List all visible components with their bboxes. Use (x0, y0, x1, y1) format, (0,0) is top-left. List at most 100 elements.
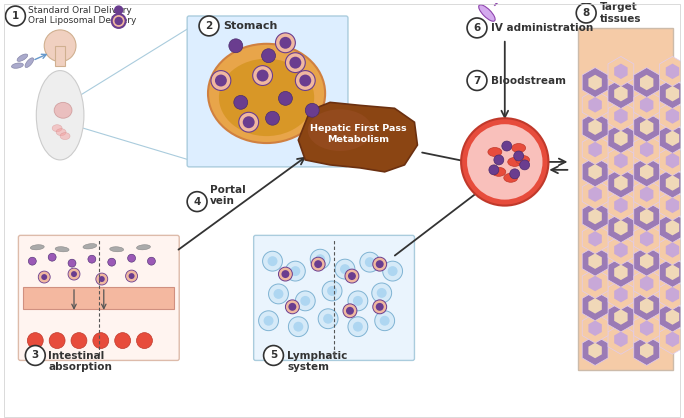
Polygon shape (666, 175, 679, 191)
Text: Stomach: Stomach (223, 21, 277, 31)
Text: 1: 1 (12, 11, 19, 21)
Circle shape (311, 249, 330, 269)
Polygon shape (659, 168, 684, 198)
Ellipse shape (52, 125, 62, 132)
Polygon shape (634, 68, 659, 97)
Circle shape (27, 333, 43, 349)
Polygon shape (659, 79, 684, 109)
Polygon shape (614, 331, 628, 347)
Polygon shape (588, 120, 602, 135)
Circle shape (285, 53, 305, 73)
Circle shape (380, 316, 390, 326)
Circle shape (269, 284, 289, 304)
Polygon shape (608, 101, 634, 131)
Polygon shape (614, 309, 628, 325)
Polygon shape (659, 235, 684, 265)
Circle shape (28, 257, 36, 265)
Polygon shape (614, 130, 628, 146)
Circle shape (502, 141, 512, 151)
Ellipse shape (60, 133, 70, 140)
Circle shape (265, 111, 280, 125)
Circle shape (148, 257, 155, 265)
Polygon shape (588, 164, 602, 180)
Polygon shape (634, 336, 659, 365)
Text: IV administration: IV administration (491, 23, 593, 33)
Circle shape (263, 346, 283, 365)
Polygon shape (614, 175, 628, 191)
Polygon shape (634, 224, 659, 254)
Ellipse shape (488, 148, 502, 156)
Circle shape (314, 260, 322, 268)
Ellipse shape (55, 247, 69, 252)
Polygon shape (634, 201, 659, 232)
Polygon shape (640, 231, 653, 247)
Polygon shape (588, 343, 602, 358)
Circle shape (263, 316, 274, 326)
FancyBboxPatch shape (18, 235, 179, 360)
Circle shape (293, 322, 303, 331)
Polygon shape (666, 220, 679, 235)
Circle shape (489, 165, 499, 175)
Text: Standard Oral Delivery: Standard Oral Delivery (28, 5, 132, 15)
Polygon shape (582, 269, 608, 298)
Circle shape (129, 273, 135, 279)
Text: Target
tissues: Target tissues (600, 2, 642, 24)
Circle shape (343, 304, 357, 318)
Polygon shape (608, 324, 634, 354)
Polygon shape (634, 90, 659, 120)
Polygon shape (582, 246, 608, 276)
Polygon shape (666, 153, 679, 168)
Circle shape (377, 288, 386, 298)
Text: 8: 8 (583, 8, 590, 18)
Ellipse shape (492, 167, 505, 176)
Text: Lymphatic
system: Lymphatic system (287, 351, 347, 372)
Circle shape (187, 192, 207, 212)
Ellipse shape (12, 63, 23, 68)
Circle shape (285, 300, 300, 314)
Circle shape (137, 333, 153, 349)
Circle shape (252, 66, 272, 86)
Circle shape (93, 333, 109, 349)
Circle shape (276, 33, 295, 53)
Polygon shape (659, 56, 684, 86)
Ellipse shape (219, 59, 314, 136)
Polygon shape (298, 102, 417, 172)
Circle shape (295, 71, 315, 90)
Polygon shape (582, 68, 608, 97)
Polygon shape (659, 213, 684, 242)
Circle shape (259, 311, 278, 331)
Circle shape (115, 6, 122, 14)
Ellipse shape (109, 247, 124, 252)
Polygon shape (588, 276, 602, 291)
Circle shape (211, 71, 231, 90)
Ellipse shape (208, 44, 325, 143)
Circle shape (323, 314, 333, 324)
Polygon shape (666, 108, 679, 124)
Circle shape (376, 303, 384, 311)
Circle shape (267, 256, 278, 266)
Circle shape (229, 39, 243, 53)
Polygon shape (614, 153, 628, 168)
Circle shape (289, 317, 308, 336)
Circle shape (239, 112, 259, 132)
Circle shape (305, 103, 319, 117)
Bar (23, 287, 174, 309)
Circle shape (98, 276, 105, 282)
Bar (578, 28, 672, 370)
Polygon shape (634, 313, 659, 343)
Ellipse shape (17, 54, 27, 61)
Circle shape (376, 260, 384, 268)
Circle shape (467, 124, 542, 200)
Text: 2: 2 (205, 21, 213, 31)
Polygon shape (582, 112, 608, 142)
Circle shape (510, 169, 520, 179)
Polygon shape (608, 280, 634, 310)
Circle shape (88, 255, 96, 263)
Text: 3: 3 (31, 350, 39, 360)
Polygon shape (614, 198, 628, 213)
Polygon shape (582, 135, 608, 164)
Polygon shape (640, 186, 653, 202)
Circle shape (520, 160, 529, 170)
Ellipse shape (516, 155, 529, 164)
Ellipse shape (83, 244, 96, 249)
